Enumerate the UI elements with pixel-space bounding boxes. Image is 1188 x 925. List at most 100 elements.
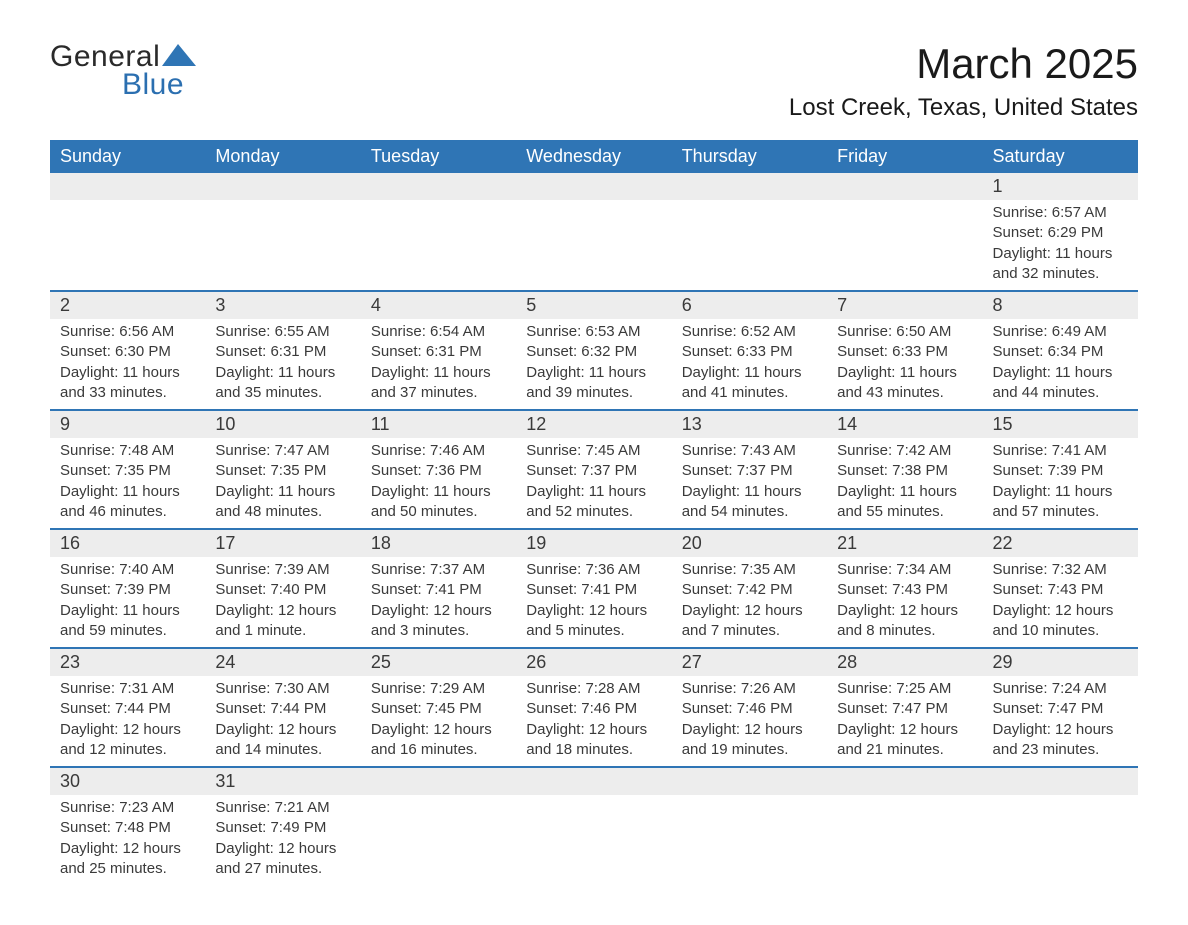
detail-row: Sunrise: 7:23 AMSunset: 7:48 PMDaylight:…: [50, 795, 1138, 885]
sunrise-line: Sunrise: 7:40 AM: [60, 560, 195, 580]
location: Lost Creek, Texas, United States: [789, 94, 1138, 122]
day-number-cell: 5: [516, 291, 671, 319]
daylight-line: Daylight: 11 hours and 57 minutes.: [993, 482, 1128, 523]
sunset-line: Sunset: 7:42 PM: [682, 580, 817, 600]
sunset-line: Sunset: 7:39 PM: [993, 461, 1128, 481]
daylight-line: Daylight: 11 hours and 52 minutes.: [526, 482, 661, 523]
day-number-cell: 22: [983, 529, 1138, 557]
day-number-cell: 14: [827, 410, 982, 438]
sunrise-line: Sunrise: 7:26 AM: [682, 679, 817, 699]
day-detail-cell: Sunrise: 6:56 AMSunset: 6:30 PMDaylight:…: [50, 319, 205, 410]
day-detail-cell: Sunrise: 7:43 AMSunset: 7:37 PMDaylight:…: [672, 438, 827, 529]
day-number-cell: [516, 767, 671, 795]
day-number-cell: [827, 173, 982, 200]
sunset-line: Sunset: 6:32 PM: [526, 342, 661, 362]
daylight-line: Daylight: 11 hours and 50 minutes.: [371, 482, 506, 523]
day-detail-cell: [361, 200, 516, 291]
sunset-line: Sunset: 7:49 PM: [215, 818, 350, 838]
sunset-line: Sunset: 7:43 PM: [993, 580, 1128, 600]
daylight-line: Daylight: 11 hours and 46 minutes.: [60, 482, 195, 523]
calendar-table: SundayMondayTuesdayWednesdayThursdayFrid…: [50, 140, 1138, 885]
daylight-line: Daylight: 12 hours and 3 minutes.: [371, 601, 506, 642]
sunrise-line: Sunrise: 6:54 AM: [371, 322, 506, 342]
day-number-cell: 11: [361, 410, 516, 438]
day-detail-cell: Sunrise: 7:41 AMSunset: 7:39 PMDaylight:…: [983, 438, 1138, 529]
day-number-cell: 25: [361, 648, 516, 676]
daylight-line: Daylight: 11 hours and 43 minutes.: [837, 363, 972, 404]
day-detail-cell: Sunrise: 7:31 AMSunset: 7:44 PMDaylight:…: [50, 676, 205, 767]
day-number-cell: 8: [983, 291, 1138, 319]
detail-row: Sunrise: 6:57 AMSunset: 6:29 PMDaylight:…: [50, 200, 1138, 291]
day-number-cell: 30: [50, 767, 205, 795]
day-number-cell: 23: [50, 648, 205, 676]
day-number-cell: 7: [827, 291, 982, 319]
calendar-head: SundayMondayTuesdayWednesdayThursdayFrid…: [50, 140, 1138, 173]
day-number-cell: [50, 173, 205, 200]
sunset-line: Sunset: 7:47 PM: [993, 699, 1128, 719]
sunrise-line: Sunrise: 7:25 AM: [837, 679, 972, 699]
day-number-cell: 28: [827, 648, 982, 676]
detail-row: Sunrise: 7:31 AMSunset: 7:44 PMDaylight:…: [50, 676, 1138, 767]
day-detail-cell: Sunrise: 7:32 AMSunset: 7:43 PMDaylight:…: [983, 557, 1138, 648]
day-number-cell: 12: [516, 410, 671, 438]
daylight-line: Daylight: 12 hours and 23 minutes.: [993, 720, 1128, 761]
day-number-cell: 29: [983, 648, 1138, 676]
day-number-cell: 16: [50, 529, 205, 557]
day-detail-cell: Sunrise: 7:42 AMSunset: 7:38 PMDaylight:…: [827, 438, 982, 529]
daylight-line: Daylight: 12 hours and 7 minutes.: [682, 601, 817, 642]
day-number-cell: 31: [205, 767, 360, 795]
daylight-line: Daylight: 11 hours and 44 minutes.: [993, 363, 1128, 404]
daynum-row: 1: [50, 173, 1138, 200]
daylight-line: Daylight: 12 hours and 10 minutes.: [993, 601, 1128, 642]
day-detail-cell: [205, 200, 360, 291]
logo-shape-icon: [162, 44, 196, 71]
weekday-header: Saturday: [983, 140, 1138, 173]
daynum-row: 9101112131415: [50, 410, 1138, 438]
daylight-line: Daylight: 11 hours and 35 minutes.: [215, 363, 350, 404]
day-detail-cell: Sunrise: 6:52 AMSunset: 6:33 PMDaylight:…: [672, 319, 827, 410]
sunset-line: Sunset: 6:33 PM: [682, 342, 817, 362]
daylight-line: Daylight: 12 hours and 8 minutes.: [837, 601, 972, 642]
day-detail-cell: Sunrise: 7:46 AMSunset: 7:36 PMDaylight:…: [361, 438, 516, 529]
daylight-line: Daylight: 12 hours and 25 minutes.: [60, 839, 195, 880]
sunset-line: Sunset: 7:36 PM: [371, 461, 506, 481]
sunset-line: Sunset: 6:30 PM: [60, 342, 195, 362]
day-detail-cell: Sunrise: 7:28 AMSunset: 7:46 PMDaylight:…: [516, 676, 671, 767]
day-number-cell: 6: [672, 291, 827, 319]
sunrise-line: Sunrise: 7:45 AM: [526, 441, 661, 461]
sunrise-line: Sunrise: 6:57 AM: [993, 203, 1128, 223]
day-detail-cell: Sunrise: 6:50 AMSunset: 6:33 PMDaylight:…: [827, 319, 982, 410]
sunrise-line: Sunrise: 6:56 AM: [60, 322, 195, 342]
sunset-line: Sunset: 7:37 PM: [682, 461, 817, 481]
sunrise-line: Sunrise: 7:42 AM: [837, 441, 972, 461]
day-detail-cell: Sunrise: 7:45 AMSunset: 7:37 PMDaylight:…: [516, 438, 671, 529]
sunrise-line: Sunrise: 6:53 AM: [526, 322, 661, 342]
sunrise-line: Sunrise: 6:49 AM: [993, 322, 1128, 342]
sunset-line: Sunset: 7:46 PM: [682, 699, 817, 719]
day-detail-cell: Sunrise: 7:37 AMSunset: 7:41 PMDaylight:…: [361, 557, 516, 648]
day-number-cell: 10: [205, 410, 360, 438]
day-detail-cell: Sunrise: 7:21 AMSunset: 7:49 PMDaylight:…: [205, 795, 360, 885]
day-detail-cell: [516, 200, 671, 291]
sunset-line: Sunset: 7:37 PM: [526, 461, 661, 481]
day-detail-cell: [827, 200, 982, 291]
day-detail-cell: Sunrise: 7:39 AMSunset: 7:40 PMDaylight:…: [205, 557, 360, 648]
sunrise-line: Sunrise: 7:36 AM: [526, 560, 661, 580]
sunrise-line: Sunrise: 7:46 AM: [371, 441, 506, 461]
day-detail-cell: Sunrise: 7:48 AMSunset: 7:35 PMDaylight:…: [50, 438, 205, 529]
sunrise-line: Sunrise: 7:32 AM: [993, 560, 1128, 580]
sunrise-line: Sunrise: 6:52 AM: [682, 322, 817, 342]
sunset-line: Sunset: 7:45 PM: [371, 699, 506, 719]
day-number-cell: [516, 173, 671, 200]
daylight-line: Daylight: 11 hours and 41 minutes.: [682, 363, 817, 404]
sunset-line: Sunset: 6:34 PM: [993, 342, 1128, 362]
sunset-line: Sunset: 7:47 PM: [837, 699, 972, 719]
title-block: March 2025 Lost Creek, Texas, United Sta…: [789, 40, 1138, 122]
sunset-line: Sunset: 6:31 PM: [215, 342, 350, 362]
day-detail-cell: Sunrise: 6:54 AMSunset: 6:31 PMDaylight:…: [361, 319, 516, 410]
day-number-cell: 26: [516, 648, 671, 676]
daylight-line: Daylight: 12 hours and 21 minutes.: [837, 720, 972, 761]
daylight-line: Daylight: 11 hours and 37 minutes.: [371, 363, 506, 404]
sunset-line: Sunset: 7:38 PM: [837, 461, 972, 481]
daylight-line: Daylight: 12 hours and 1 minute.: [215, 601, 350, 642]
